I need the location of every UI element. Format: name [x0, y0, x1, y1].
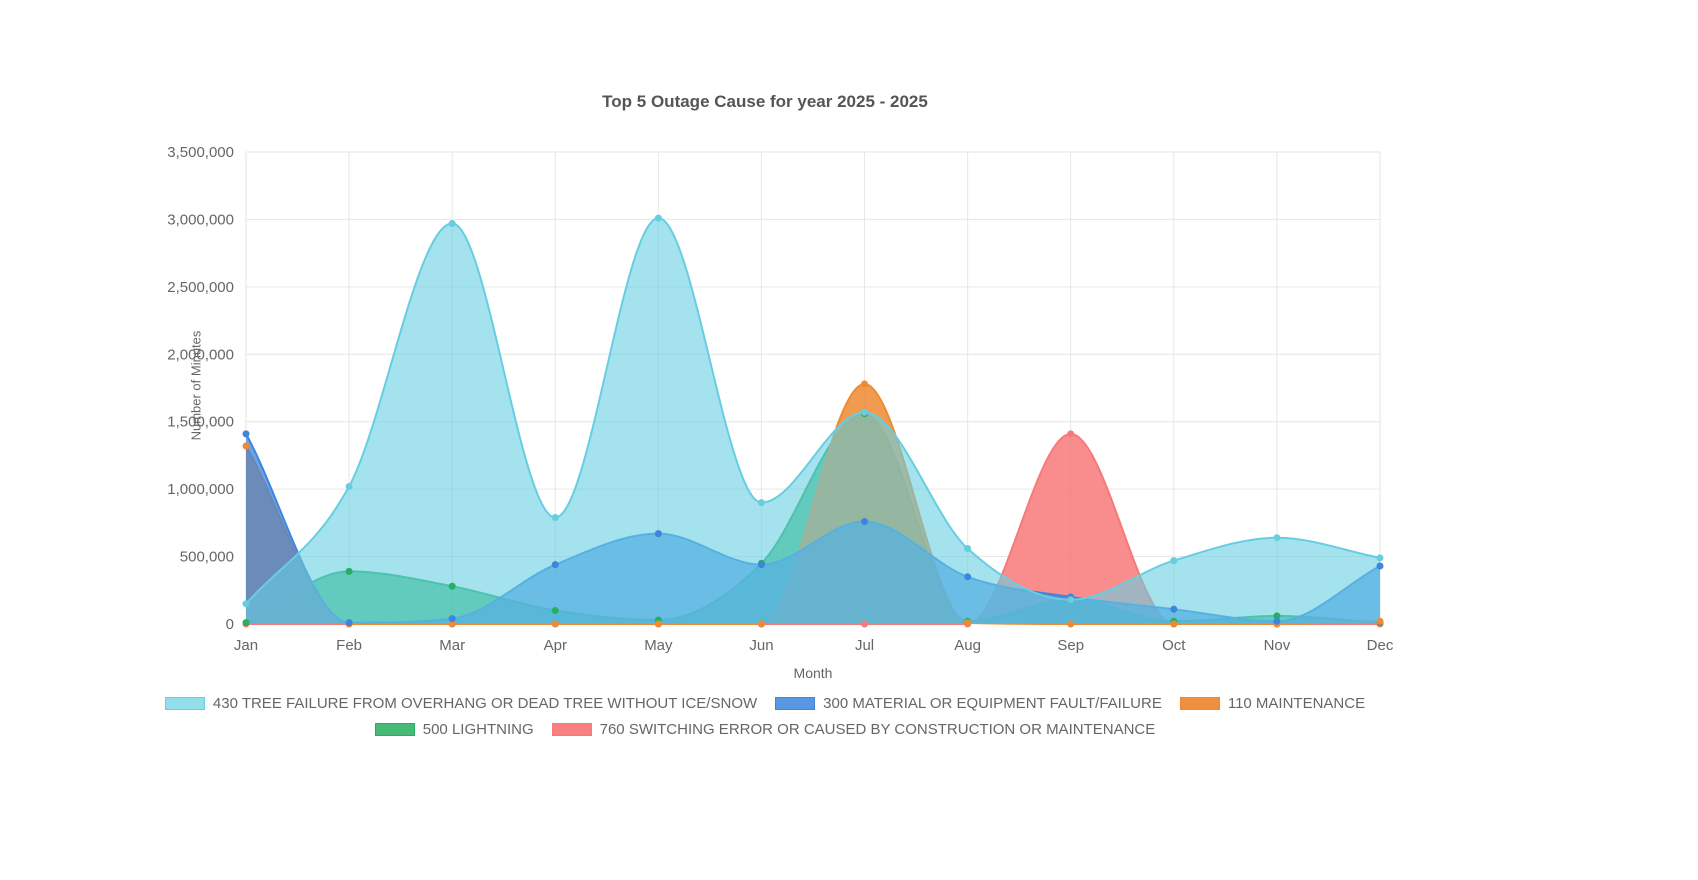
x-tick-label: May — [644, 637, 673, 654]
data-point[interactable] — [1273, 534, 1281, 542]
data-point[interactable] — [654, 214, 662, 222]
data-point[interactable] — [1376, 562, 1384, 570]
data-point[interactable] — [1067, 620, 1075, 628]
y-tick-label: 2,500,000 — [167, 279, 234, 296]
data-point[interactable] — [242, 619, 250, 627]
data-point[interactable] — [448, 582, 456, 590]
legend-row: 430 TREE FAILURE FROM OVERHANG OR DEAD T… — [164, 695, 1366, 712]
data-point[interactable] — [1170, 620, 1178, 628]
x-tick-label: Dec — [1367, 637, 1394, 654]
y-tick-label: 1,500,000 — [167, 414, 234, 431]
y-tick-label: 3,500,000 — [167, 144, 234, 161]
x-tick-label: Feb — [336, 637, 362, 654]
y-tick-label: 1,000,000 — [167, 481, 234, 498]
x-tick-label: Aug — [954, 637, 981, 654]
x-axis-title: Month — [793, 665, 833, 681]
x-tick-label: Apr — [544, 637, 567, 654]
data-point[interactable] — [242, 430, 250, 438]
legend-swatch — [551, 723, 592, 736]
legend-label: 430 TREE FAILURE FROM OVERHANG OR DEAD T… — [212, 695, 758, 712]
legend-swatch — [164, 697, 205, 710]
series-area — [246, 433, 1380, 624]
chart-title: Top 5 Outage Cause for year 2025 - 2025 — [602, 92, 928, 111]
legend-item[interactable]: 760 SWITCHING ERROR OR CAUSED BY CONSTRU… — [551, 721, 1156, 738]
data-point[interactable] — [448, 620, 456, 628]
data-point[interactable] — [551, 607, 559, 615]
legend-label: 760 SWITCHING ERROR OR CAUSED BY CONSTRU… — [599, 721, 1156, 738]
data-point[interactable] — [1067, 430, 1075, 438]
data-point[interactable] — [345, 619, 353, 627]
y-tick-label: 2,000,000 — [167, 346, 234, 363]
data-point[interactable] — [551, 513, 559, 521]
data-point[interactable] — [654, 620, 662, 628]
legend-swatch — [1179, 697, 1220, 710]
y-tick-label: 0 — [226, 616, 234, 633]
legend-item[interactable]: 500 LIGHTNING — [374, 721, 534, 738]
legend-swatch — [775, 697, 816, 710]
legend-item[interactable]: 110 MAINTENANCE — [1179, 695, 1366, 712]
x-tick-label: Oct — [1162, 637, 1186, 654]
data-point[interactable] — [861, 518, 869, 526]
legend-label: 500 LIGHTNING — [422, 721, 534, 738]
legend-item[interactable]: 300 MATERIAL OR EQUIPMENT FAULT/FAILURE — [775, 695, 1162, 712]
data-point[interactable] — [551, 561, 559, 569]
data-point[interactable] — [1376, 554, 1384, 562]
data-point[interactable] — [654, 530, 662, 538]
x-tick-label: Nov — [1264, 637, 1291, 654]
data-point[interactable] — [448, 615, 456, 623]
data-point[interactable] — [964, 573, 972, 581]
x-tick-label: Jan — [234, 637, 258, 654]
series-area — [246, 218, 1380, 624]
data-point[interactable] — [1376, 617, 1384, 625]
legend-label: 300 MATERIAL OR EQUIPMENT FAULT/FAILURE — [823, 695, 1162, 712]
data-point[interactable] — [861, 620, 869, 628]
x-tick-label: Sep — [1057, 637, 1084, 654]
data-point[interactable] — [1170, 605, 1178, 613]
x-tick-label: Jul — [855, 637, 874, 654]
data-point[interactable] — [861, 380, 869, 388]
data-point[interactable] — [1273, 612, 1281, 620]
x-tick-label: Jun — [749, 637, 773, 654]
y-tick-label: 500,000 — [180, 549, 234, 566]
data-point[interactable] — [964, 619, 972, 627]
chart-legend: 430 TREE FAILURE FROM OVERHANG OR DEAD T… — [0, 695, 1530, 738]
data-point[interactable] — [757, 561, 765, 569]
y-tick-label: 3,000,000 — [167, 211, 234, 228]
data-point[interactable] — [242, 600, 250, 608]
data-point[interactable] — [551, 620, 559, 628]
data-point[interactable] — [861, 408, 869, 416]
data-point[interactable] — [242, 442, 250, 450]
data-point[interactable] — [1067, 596, 1075, 604]
data-point[interactable] — [757, 499, 765, 507]
legend-row: 500 LIGHTNING 760 SWITCHING ERROR OR CAUS… — [374, 721, 1156, 738]
legend-swatch — [374, 723, 415, 736]
series-line — [245, 217, 1381, 605]
data-point[interactable] — [345, 482, 353, 490]
data-point[interactable] — [757, 620, 765, 628]
legend-label: 110 MAINTENANCE — [1227, 695, 1366, 712]
data-point[interactable] — [1170, 557, 1178, 565]
data-point[interactable] — [448, 219, 456, 227]
x-tick-label: Mar — [439, 637, 465, 654]
data-point[interactable] — [1273, 617, 1281, 625]
data-point[interactable] — [964, 544, 972, 552]
data-point[interactable] — [345, 567, 353, 575]
legend-item[interactable]: 430 TREE FAILURE FROM OVERHANG OR DEAD T… — [164, 695, 758, 712]
